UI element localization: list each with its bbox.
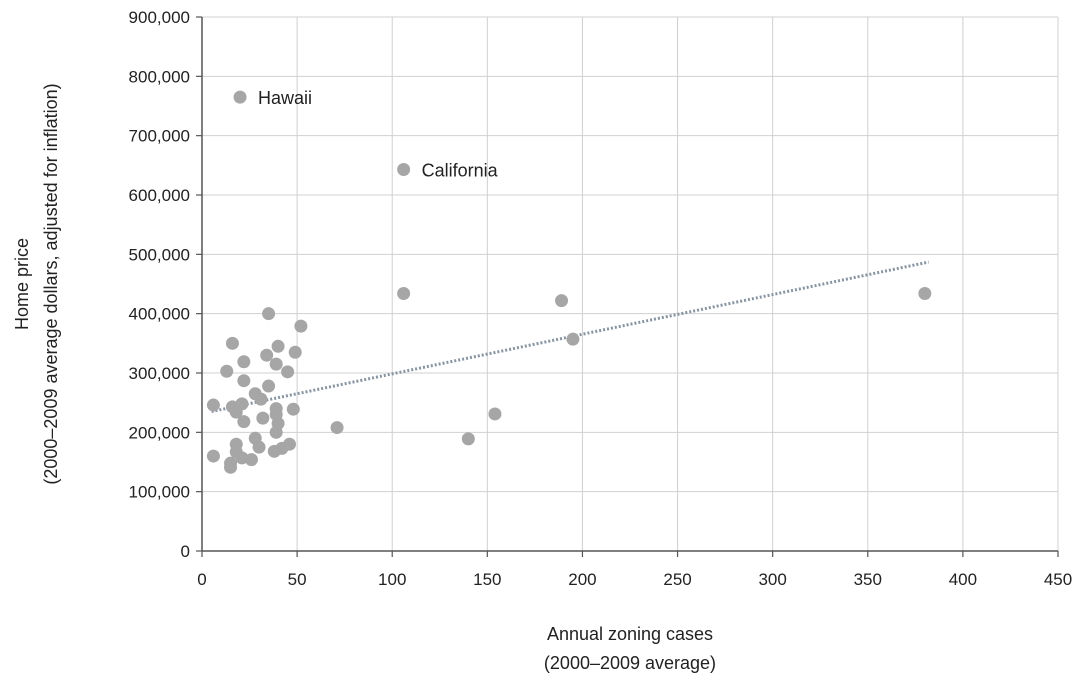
data-points: Hawaii California bbox=[206, 88, 932, 474]
data-point bbox=[262, 379, 276, 393]
data-point bbox=[281, 365, 295, 379]
y-tick-label: 500,000 bbox=[129, 245, 190, 264]
data-point bbox=[206, 398, 220, 412]
y-tick-label: 100,000 bbox=[129, 483, 190, 502]
x-tick-label: 150 bbox=[473, 570, 501, 589]
gridlines bbox=[202, 16, 1059, 551]
data-point bbox=[566, 332, 580, 346]
data-point bbox=[235, 397, 249, 411]
point-label: Hawaii bbox=[258, 88, 312, 108]
y-tick-label: 400,000 bbox=[129, 305, 190, 324]
data-point bbox=[488, 407, 502, 421]
data-point bbox=[269, 357, 283, 371]
data-point bbox=[330, 421, 344, 435]
x-tick-label: 400 bbox=[949, 570, 977, 589]
data-point bbox=[224, 460, 238, 474]
y-tick-label: 200,000 bbox=[129, 423, 190, 442]
data-point bbox=[206, 449, 220, 463]
x-tick-label: 50 bbox=[288, 570, 307, 589]
data-point bbox=[555, 294, 569, 308]
data-point bbox=[237, 374, 251, 388]
x-axis-title: (2000–2009 average) bbox=[544, 653, 716, 673]
data-point bbox=[237, 355, 251, 369]
data-point bbox=[237, 415, 251, 429]
data-point bbox=[461, 432, 475, 446]
data-point bbox=[244, 453, 258, 467]
y-tick-label: 700,000 bbox=[129, 127, 190, 146]
data-point bbox=[397, 162, 411, 176]
y-axis-title: (2000–2009 average dollars, adjusted for… bbox=[41, 83, 61, 484]
x-tick-label: 100 bbox=[378, 570, 406, 589]
data-point bbox=[271, 416, 285, 430]
data-point bbox=[288, 345, 302, 359]
x-axis-title: Annual zoning cases bbox=[547, 624, 713, 644]
data-point bbox=[233, 90, 247, 104]
data-point bbox=[260, 348, 274, 362]
x-tick-label: 250 bbox=[663, 570, 691, 589]
data-point bbox=[262, 307, 276, 321]
data-point bbox=[252, 440, 266, 454]
y-tick-label: 900,000 bbox=[129, 8, 190, 27]
data-point bbox=[256, 411, 270, 425]
x-tick-label: 0 bbox=[197, 570, 206, 589]
data-point bbox=[283, 437, 297, 451]
x-tick-label: 300 bbox=[758, 570, 786, 589]
point-label: California bbox=[422, 160, 499, 180]
y-tick-label: 600,000 bbox=[129, 186, 190, 205]
x-tick-label: 350 bbox=[854, 570, 882, 589]
x-tick-label: 450 bbox=[1044, 570, 1072, 589]
axis-titles: Annual zoning cases (2000–2009 average) Ho… bbox=[12, 83, 716, 673]
data-point bbox=[294, 319, 308, 333]
data-point bbox=[397, 286, 411, 300]
data-point bbox=[225, 336, 239, 350]
y-axis-title: Home price bbox=[12, 238, 32, 330]
data-point bbox=[254, 392, 268, 406]
y-tick-label: 0 bbox=[181, 542, 190, 561]
data-point bbox=[918, 286, 932, 300]
x-tick-label: 200 bbox=[568, 570, 596, 589]
data-point bbox=[220, 364, 234, 378]
y-tick-label: 800,000 bbox=[129, 67, 190, 86]
data-point bbox=[286, 402, 300, 416]
axes: 0 100,000 200,000 300,000 400,000 500,000 600,… bbox=[129, 8, 1073, 589]
y-tick-label: 300,000 bbox=[129, 364, 190, 383]
data-point bbox=[271, 339, 285, 353]
